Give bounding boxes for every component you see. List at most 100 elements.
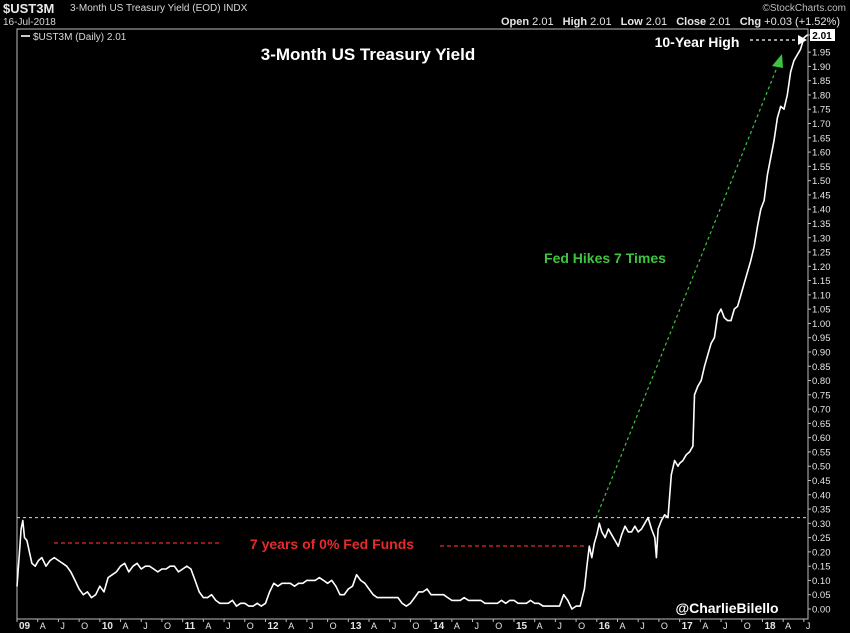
data-point (256, 602, 258, 604)
data-point (521, 602, 523, 604)
data-point (82, 594, 84, 596)
data-point (161, 568, 163, 570)
y-tick-label: 1.35 (812, 219, 831, 230)
data-point (697, 385, 699, 387)
data-point (674, 459, 676, 462)
data-point (670, 474, 672, 476)
x-month-label: J (723, 621, 728, 631)
data-point (360, 579, 362, 582)
data-point (57, 559, 60, 562)
ohlc-close-key: Close (676, 16, 707, 28)
ohlc-change-value: +0.03 (+1.52%) (764, 16, 840, 28)
ohlc-close-value: 2.01 (709, 16, 731, 28)
data-point (310, 579, 312, 582)
x-year-label: 17 (682, 621, 694, 632)
data-point (285, 582, 287, 584)
data-point (364, 582, 366, 584)
data-point (414, 597, 416, 599)
data-point (579, 605, 581, 607)
x-month-label: O (495, 621, 502, 631)
data-point (685, 454, 687, 456)
data-point (760, 208, 762, 210)
data-point (660, 519, 663, 522)
data-point (707, 354, 709, 356)
data-point (689, 451, 691, 453)
x-month-label: O (412, 621, 419, 631)
data-point (393, 597, 395, 599)
y-tick-label: 1.90 (812, 62, 831, 73)
x-year-label: 09 (19, 621, 31, 632)
y-tick-label: 1.30 (812, 233, 831, 244)
data-point (219, 602, 221, 604)
data-point (281, 582, 283, 584)
x-month-label: A (702, 621, 708, 631)
data-point (443, 594, 445, 596)
x-month-label: O (247, 621, 254, 631)
data-point (471, 599, 474, 602)
data-point (647, 517, 649, 519)
last-value-box (810, 29, 835, 41)
data-point (95, 594, 97, 596)
data-point (538, 602, 540, 604)
x-year-label: 15 (516, 621, 528, 632)
data-point (140, 568, 142, 570)
y-tick-label: 0.95 (812, 333, 831, 344)
data-point (596, 534, 598, 536)
x-month-label: O (164, 621, 171, 631)
data-point (756, 225, 759, 227)
zero-fed-funds-label: 7 years of 0% Fed Funds (250, 536, 414, 552)
data-point (500, 599, 503, 602)
x-month-label: A (785, 621, 791, 631)
data-point (148, 565, 151, 567)
chart-header: $UST3M 3-Month US Treasury Yield (EOD) I… (0, 0, 850, 30)
data-point (534, 602, 536, 604)
x-month-label: J (557, 621, 562, 631)
data-point (776, 117, 779, 119)
chart-title: 3-Month US Treasury Yield (261, 45, 475, 64)
x-month-label: J (640, 621, 645, 631)
data-point (682, 459, 684, 462)
y-tick-label: 1.55 (812, 162, 831, 173)
data-point (611, 534, 613, 536)
y-tick-label: 0.35 (812, 505, 831, 516)
x-month-label: O (330, 621, 337, 631)
x-axis-ticks: 09 A J O 10 A J O 11 A J O 12 A J O 13 A J O 14 A J O 15 A J O 16 A J O… (16, 619, 810, 632)
data-point (18, 551, 21, 553)
x-year-label: 18 (764, 621, 776, 632)
x-year-label: 12 (267, 621, 279, 632)
data-point (405, 605, 407, 607)
data-point (517, 602, 519, 604)
y-tick-label: 0.05 (812, 590, 831, 601)
data-point (679, 462, 681, 464)
data-point (710, 342, 712, 344)
ten-year-high-annotation: 10-Year High (655, 34, 807, 50)
data-point (657, 528, 659, 530)
credit-label: @CharlieBilello (675, 600, 778, 616)
data-point (703, 365, 706, 367)
data-point (505, 602, 507, 604)
data-point (780, 105, 782, 107)
data-point (546, 605, 548, 607)
data-point (273, 582, 275, 584)
y-tick-label: 0.70 (812, 405, 831, 416)
y-tick-label: 1.60 (812, 148, 831, 159)
y-tick-label: 0.85 (812, 362, 831, 373)
data-point (186, 565, 188, 567)
y-tick-label: 1.25 (812, 248, 831, 259)
data-point (335, 585, 337, 587)
x-month-label: A (454, 621, 460, 631)
y-tick-label: 0.90 (812, 347, 831, 358)
data-point (177, 571, 180, 573)
data-point (591, 557, 593, 559)
last-value-text: 2.01 (812, 31, 832, 42)
data-point (692, 445, 694, 447)
data-point (74, 579, 76, 582)
data-point (790, 71, 792, 73)
data-point (215, 599, 217, 602)
data-point (601, 531, 603, 533)
data-point (467, 599, 469, 602)
data-point (793, 60, 795, 62)
data-point (368, 588, 370, 590)
y-tick-label: 1.70 (812, 119, 831, 130)
fed-hikes-annotation: Fed Hikes 7 Times (544, 54, 783, 519)
